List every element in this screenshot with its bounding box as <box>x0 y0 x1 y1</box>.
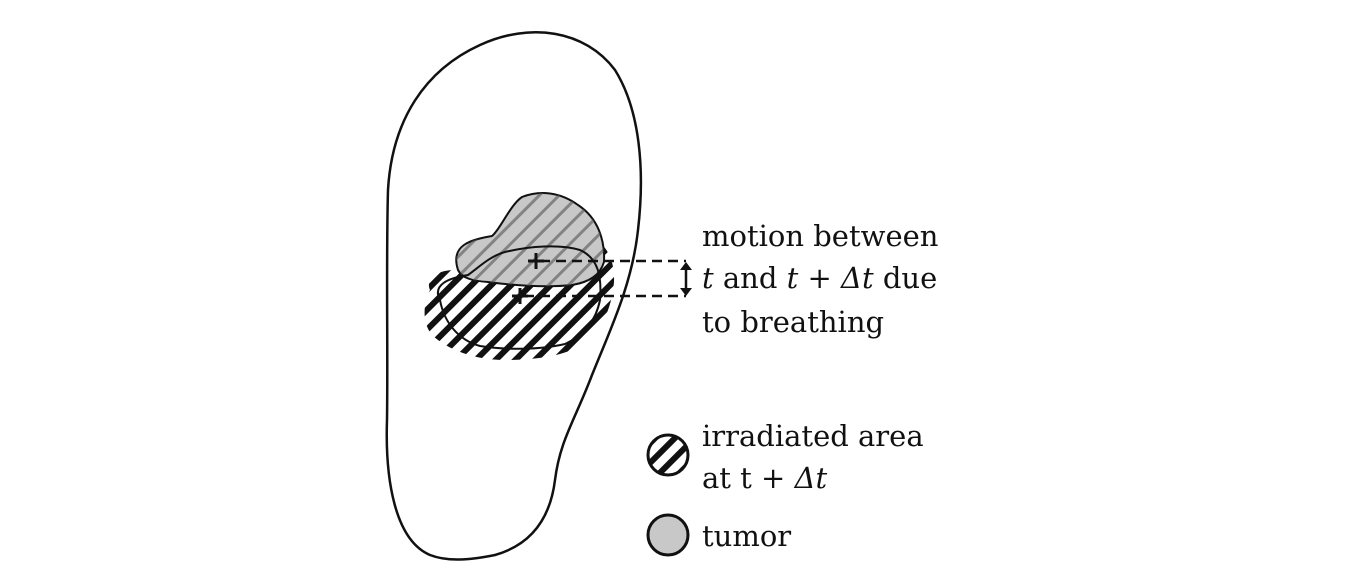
legend-tumor-symbol <box>648 515 688 555</box>
legend-irradiated-symbol <box>648 435 688 475</box>
due-text: due <box>874 261 938 295</box>
legend-irradiated-line2: at t + Δt <box>702 464 827 493</box>
breathing-text: to breathing <box>702 305 884 339</box>
motion-annotation-line1: motion between <box>702 222 938 251</box>
legend-tumor: tumor <box>702 522 791 551</box>
legend-irradiated-time-delta: Δt <box>795 461 828 495</box>
motion-annotation-line3: to breathing <box>702 308 884 337</box>
time-t-plus-dt-label: t + Δt <box>787 261 874 295</box>
legend-irradiated-label: irradiated area <box>702 419 924 453</box>
legend-irradiated-time-prefix: at t + <box>702 461 795 495</box>
motion-annotation-text: motion between <box>702 219 938 253</box>
motion-arrow <box>680 262 692 296</box>
and-text: and <box>714 261 787 295</box>
legend-tumor-label: tumor <box>702 519 791 553</box>
legend-irradiated-line1: irradiated area <box>702 422 924 451</box>
time-t-label: t <box>702 261 714 295</box>
motion-annotation-line2: t and t + Δt due <box>702 264 937 293</box>
